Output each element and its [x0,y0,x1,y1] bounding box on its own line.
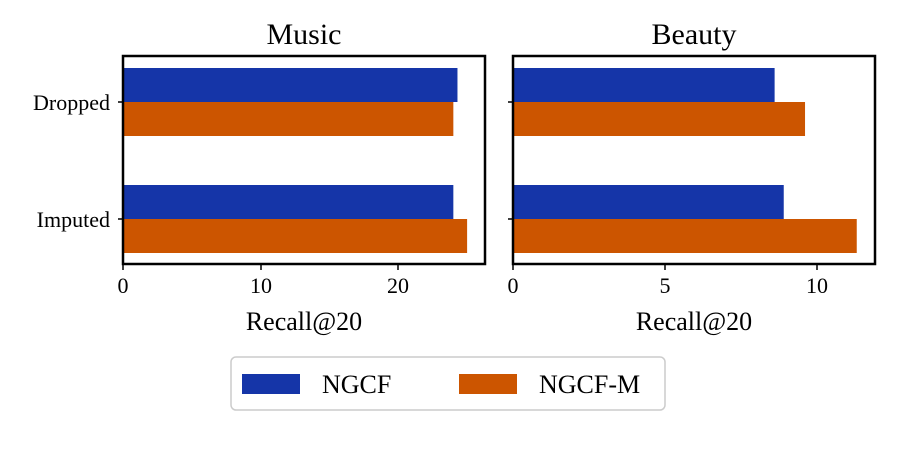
bar-music-ngcf-dropped [123,68,458,102]
legend: NGCF NGCF-M [230,356,666,411]
bar-beauty-ngcf-dropped [513,68,775,102]
bar-beauty-ngcf-m-dropped [513,102,806,136]
x-tick-label-5-beauty: 5 [660,273,671,298]
bar-music-ngcf-m-dropped [123,102,454,136]
x-tick-label-20-music: 20 [387,273,409,298]
y-tick-label-imputed: Imputed [37,207,110,232]
plot-frame-beauty [511,54,877,266]
x-axis-music: 0 10 20 Recall@20 [118,264,409,336]
y-axis-music: Dropped Imputed [33,90,123,232]
bar-beauty-ngcf-m-imputed [513,219,857,253]
bars-music [123,68,468,253]
chart-title-music: Music [267,18,342,51]
bar-music-ngcf-imputed [123,185,454,219]
x-axis-beauty: 0 5 10 Recall@20 [508,264,828,336]
bar-beauty-ngcf-imputed [513,185,784,219]
legend-label-ngcf-m: NGCF-M [539,370,640,399]
bars-beauty [513,68,857,253]
legend-swatch-ngcf-m [459,374,517,394]
bar-music-ngcf-m-imputed [123,219,468,253]
legend-swatch-ngcf [242,374,300,394]
chart-title-beauty: Beauty [652,18,737,51]
x-tick-label-0-music: 0 [118,273,129,298]
legend-label-ngcf: NGCF [322,370,391,399]
chart-music: Music Dropped Imputed 0 10 20 Recall@20 [33,18,487,336]
plot-frame-music [121,54,487,266]
x-tick-label-10-music: 10 [250,273,272,298]
legend-box [230,356,666,411]
x-tick-label-10-beauty: 10 [806,273,828,298]
x-axis-label-beauty: Recall@20 [636,307,752,336]
y-axis-beauty [508,101,513,220]
chart-beauty: Beauty 0 5 10 Recall@20 [508,18,877,336]
x-axis-label-music: Recall@20 [246,307,362,336]
x-tick-label-0-beauty: 0 [508,273,519,298]
y-tick-label-dropped: Dropped [33,90,110,115]
